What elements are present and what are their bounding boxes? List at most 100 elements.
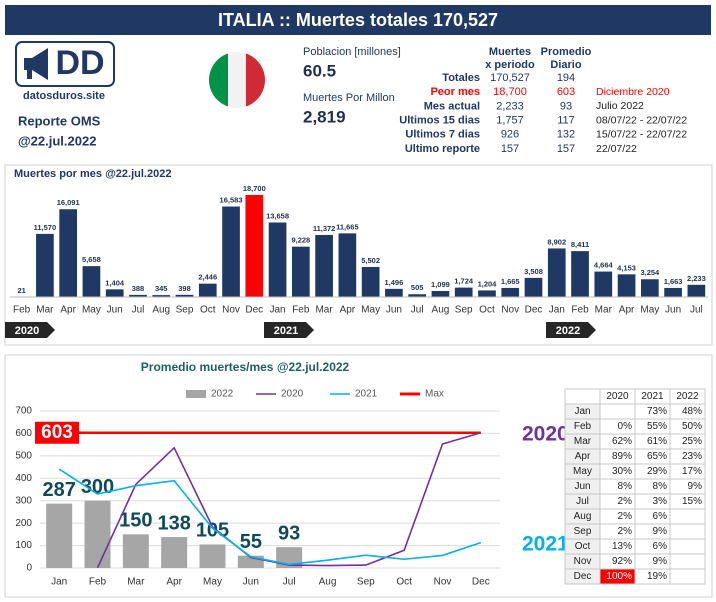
max-label: 603 [41,422,73,443]
legend-label: Max [425,389,444,400]
bar [36,233,54,297]
x-tick-label: Apr [166,577,182,588]
bar-value-label: 1,665 [501,277,520,286]
bar [268,222,287,297]
bar-value-label: 138 [157,512,190,534]
table-month: Jul [576,496,589,507]
x-tick-label: Oct [479,305,495,316]
x-tick-label: Jul [132,305,145,316]
per-million-value: 2,819 [303,107,346,126]
table-month: Jun [574,481,590,492]
table-month: Oct [575,541,591,552]
report-source: Reporte OMS [18,113,101,128]
bar [640,279,659,297]
bar-value-label: 16,091 [57,198,80,207]
header-bar [5,5,711,35]
table-value: 23% [682,451,702,462]
table-month: Jan [574,406,590,417]
y-tick-label: 500 [15,450,32,461]
y-tick-label: 400 [15,473,32,484]
line [58,468,482,566]
chart-title: Promedio muertes/mes @22.jul.2022 [141,360,350,374]
bar [687,284,706,297]
table-value: 6% [653,511,668,522]
bar-value-label: 2,446 [198,273,217,282]
series-end-label: 2021 [522,533,569,556]
x-tick-label: Jun [107,305,123,316]
bar [594,271,613,297]
table-month: May [573,466,592,477]
table-value: 89% [612,451,632,462]
bar [291,246,310,297]
table-header: 2021 [641,391,664,402]
bar-value-label: 18,700 [243,184,266,193]
x-tick-label: Nov [434,577,452,588]
bar-value-label: 4,153 [617,263,636,272]
x-tick-label: Sep [176,305,194,316]
table-month: Sep [574,526,592,537]
bar [664,287,682,297]
x-tick-label: Apr [619,305,635,316]
table-month: Nov [574,556,592,567]
stats-label: Ultimos 7 dias [405,129,480,141]
stats-header: x periodo [485,59,535,71]
table-value: 9% [653,556,668,567]
bar [524,277,543,297]
bar-value-label: 93 [278,522,300,544]
table-cell [669,508,706,525]
y-tick-label: 100 [15,540,32,551]
table-value: 48% [682,406,702,417]
table-value: 2% [618,496,633,507]
x-tick-label: Jan [549,305,565,316]
bar [199,544,226,568]
bar [501,287,520,297]
stats-label: Ultimo reporte [405,143,480,155]
year-tag-label: 2020 [15,325,39,337]
table-value: 6% [653,541,668,552]
stats-label: Totales [442,72,480,84]
table-value: 19% [647,571,667,582]
table-value: 50% [682,421,702,432]
series-end-label: 2020 [522,423,569,446]
bar [84,500,111,568]
bar-value-label: 3,254 [640,268,660,277]
stats-label: Ultimos 15 dias [399,115,480,127]
bar [222,206,240,297]
legend-swatch [186,390,206,398]
bar [338,233,357,297]
table-value: 2% [618,511,633,522]
bar-value-label: 1,496 [385,278,404,287]
bar [385,288,403,297]
stats-total: 926 [501,129,519,141]
stats-label: Peor mes [430,86,480,98]
bar-value-label: 1,404 [105,278,125,287]
per-million-label: Muertes Por Millon [303,92,395,104]
table-month: Apr [575,451,591,462]
table-month: Feb [574,421,592,432]
year-tag [5,322,55,338]
bar [408,294,427,297]
stats-daily: 194 [557,72,575,84]
logo-site: datosduros.site [23,90,105,102]
x-tick-label: Mar [595,305,613,316]
x-tick-label: Feb [571,305,589,316]
report-date: @22.jul.2022 [18,133,96,148]
table-cell [599,403,636,420]
x-tick-label: May [203,577,222,588]
table-value: 9% [653,526,668,537]
bar [617,274,636,297]
x-tick-label: Feb [292,305,310,316]
population-value: 60.5 [303,61,336,80]
bar [198,283,217,297]
x-tick-label: Mar [127,577,145,588]
bar [59,209,78,297]
table-value: 13% [612,541,632,552]
stats-total: 1,757 [496,115,524,127]
bar [547,248,566,297]
bar-value-label: 8,411 [571,240,589,249]
legend-label: 2020 [281,389,304,400]
table-value: 65% [647,451,667,462]
bar-value-label: 398 [178,284,191,293]
table-value: 2% [618,526,633,537]
table-value: 61% [647,436,667,447]
